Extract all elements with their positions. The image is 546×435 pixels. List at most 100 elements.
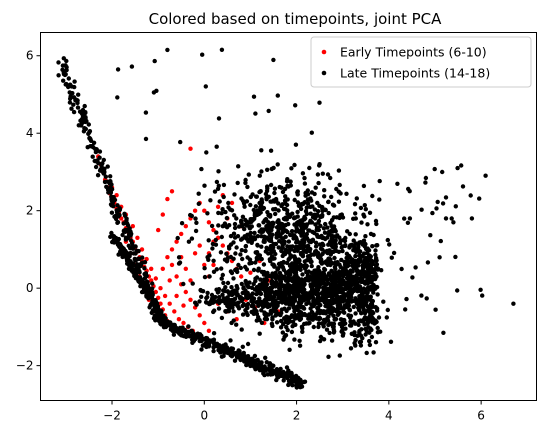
point-late (276, 261, 282, 267)
point-late (366, 256, 371, 261)
point-late (293, 215, 298, 220)
point-late (373, 255, 379, 261)
point-late (221, 349, 226, 355)
point-late (268, 236, 274, 241)
point-late (293, 142, 299, 147)
point-late (424, 296, 429, 301)
point-late (144, 290, 150, 295)
point-late (480, 293, 485, 298)
point-late (285, 244, 290, 249)
point-late (319, 259, 324, 264)
point-late (216, 289, 221, 294)
point-late (307, 165, 312, 171)
point-late (61, 78, 66, 83)
point-late (80, 113, 86, 119)
point-late (72, 79, 77, 84)
point-late (344, 255, 349, 261)
point-late (149, 301, 154, 307)
point-late (259, 227, 264, 232)
point-late (115, 95, 120, 100)
point-late (347, 285, 352, 291)
point-late (75, 105, 81, 110)
point-late (293, 246, 299, 251)
point-late (56, 60, 61, 65)
point-late (219, 234, 224, 240)
point-late (82, 103, 87, 109)
point-late (362, 257, 367, 263)
point-late (295, 209, 300, 215)
point-late (250, 291, 255, 296)
point-late (469, 216, 475, 221)
point-late (194, 302, 199, 307)
point-late (251, 94, 257, 99)
point-late (231, 256, 236, 261)
point-late (337, 353, 342, 358)
point-late (300, 171, 306, 176)
point-late (284, 324, 289, 330)
point-late (229, 320, 234, 326)
point-late (322, 266, 327, 272)
point-late (375, 292, 380, 297)
point-late (370, 244, 375, 249)
point-late (240, 256, 245, 262)
point-late (90, 154, 95, 159)
point-late (181, 281, 186, 287)
point-early (153, 289, 158, 295)
point-late (291, 304, 297, 310)
point-early (165, 196, 170, 202)
point-late (284, 217, 289, 222)
point-late (305, 201, 311, 206)
point-late (308, 218, 313, 223)
point-late (255, 268, 261, 273)
point-late (259, 169, 264, 174)
point-late (225, 280, 231, 286)
point-late (216, 223, 221, 228)
point-late (120, 253, 125, 258)
point-late (273, 241, 279, 247)
point-late (451, 220, 456, 225)
point-late (419, 207, 424, 212)
point-late (360, 293, 365, 298)
point-early (211, 262, 216, 268)
point-late (209, 338, 214, 343)
point-late (337, 302, 343, 307)
point-late (278, 287, 283, 292)
point-late (128, 229, 133, 234)
point-late (342, 262, 348, 267)
point-late (322, 230, 328, 235)
point-late (97, 149, 103, 154)
point-late (332, 299, 337, 305)
point-late (453, 254, 458, 260)
point-late (365, 266, 370, 271)
point-late (306, 238, 312, 243)
point-late (124, 250, 130, 256)
point-late (79, 117, 85, 122)
point-late (214, 144, 219, 149)
point-late (219, 211, 224, 216)
point-late (316, 277, 322, 283)
point-late (368, 305, 373, 310)
point-late (337, 240, 343, 246)
point-late (358, 318, 363, 323)
point-late (423, 175, 429, 181)
point-late (235, 303, 240, 309)
point-late (321, 235, 326, 241)
point-late (313, 289, 318, 294)
point-late (354, 196, 359, 201)
point-late (477, 196, 482, 201)
point-late (346, 303, 352, 308)
point-late (295, 264, 301, 270)
point-late (266, 251, 271, 256)
point-early (139, 247, 145, 252)
point-late (274, 232, 279, 238)
point-late (199, 347, 204, 352)
point-late (231, 240, 236, 245)
point-late (308, 306, 313, 311)
point-late (255, 234, 260, 239)
point-late (305, 270, 310, 276)
point-late (207, 274, 212, 279)
x-tick-label: 6 (477, 409, 485, 423)
point-late (262, 365, 267, 370)
point-late (271, 207, 276, 212)
point-late (281, 206, 287, 212)
